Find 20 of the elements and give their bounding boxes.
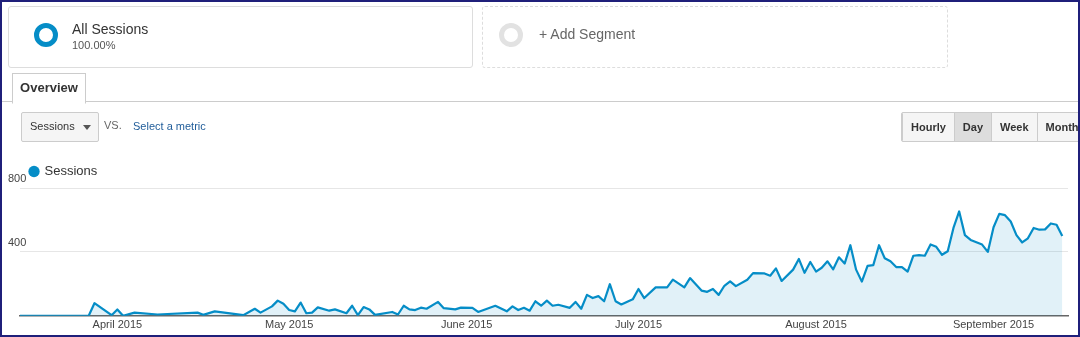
x-tick-label: April 2015	[92, 318, 143, 331]
text: All Sessions	[72, 21, 149, 37]
y-tick-label: 400	[8, 235, 27, 248]
x-tick-label: September 2015	[952, 318, 1035, 331]
y-tick-label: 800	[8, 172, 27, 185]
text: + Add Segment	[539, 26, 636, 42]
text: Day	[953, 113, 992, 141]
x-tick-label: July 2015	[614, 318, 663, 331]
text: Overview	[12, 73, 86, 104]
x-tick-label: August 2015	[785, 318, 847, 331]
text: Select a metric	[133, 120, 206, 132]
x-tick-label: June 2015	[440, 318, 493, 331]
text: VS.	[104, 119, 122, 131]
legend-label: Sessions	[44, 163, 98, 179]
text: Week	[991, 113, 1037, 141]
x-tick-label: May 2015	[265, 318, 314, 331]
text: Sessions	[30, 120, 75, 132]
text: Month	[1036, 113, 1080, 141]
text: Hourly	[902, 113, 954, 141]
text: 100.00%	[72, 39, 116, 51]
